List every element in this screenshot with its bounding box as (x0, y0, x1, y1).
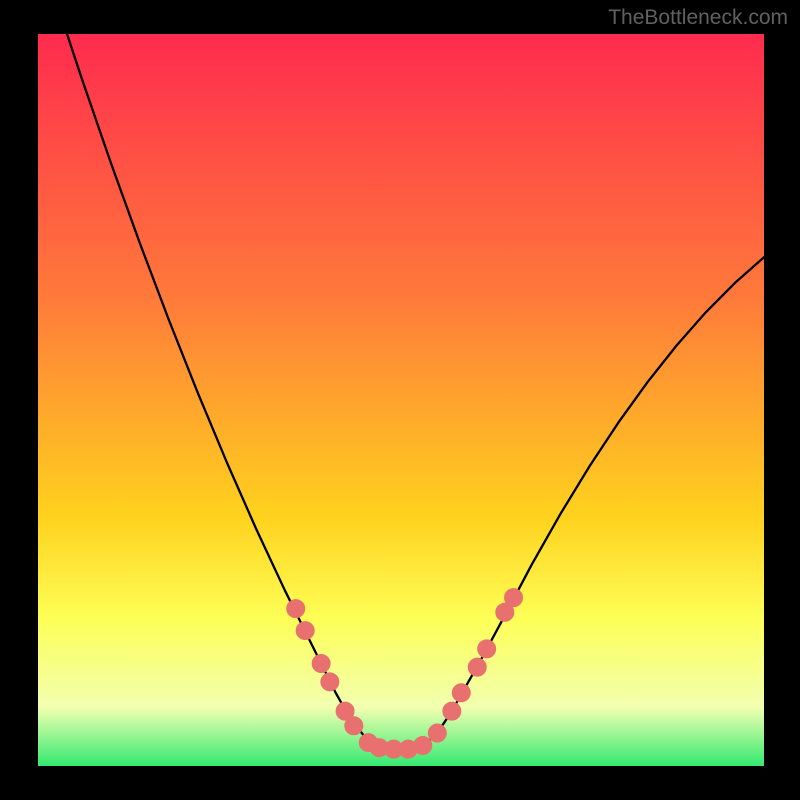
data-point-marker (505, 589, 523, 607)
data-point-marker (452, 684, 470, 702)
data-point-marker (414, 737, 432, 755)
data-point-marker (468, 658, 486, 676)
chart-background (38, 34, 764, 766)
chart-plot-area (38, 34, 764, 766)
data-point-marker (312, 655, 330, 673)
data-point-marker (321, 673, 339, 691)
data-point-marker (345, 717, 363, 735)
watermark-text: TheBottleneck.com (608, 6, 788, 30)
data-point-marker (296, 622, 314, 640)
data-point-marker (443, 702, 461, 720)
data-point-marker (478, 640, 496, 658)
data-point-marker (428, 724, 446, 742)
data-point-marker (287, 600, 305, 618)
